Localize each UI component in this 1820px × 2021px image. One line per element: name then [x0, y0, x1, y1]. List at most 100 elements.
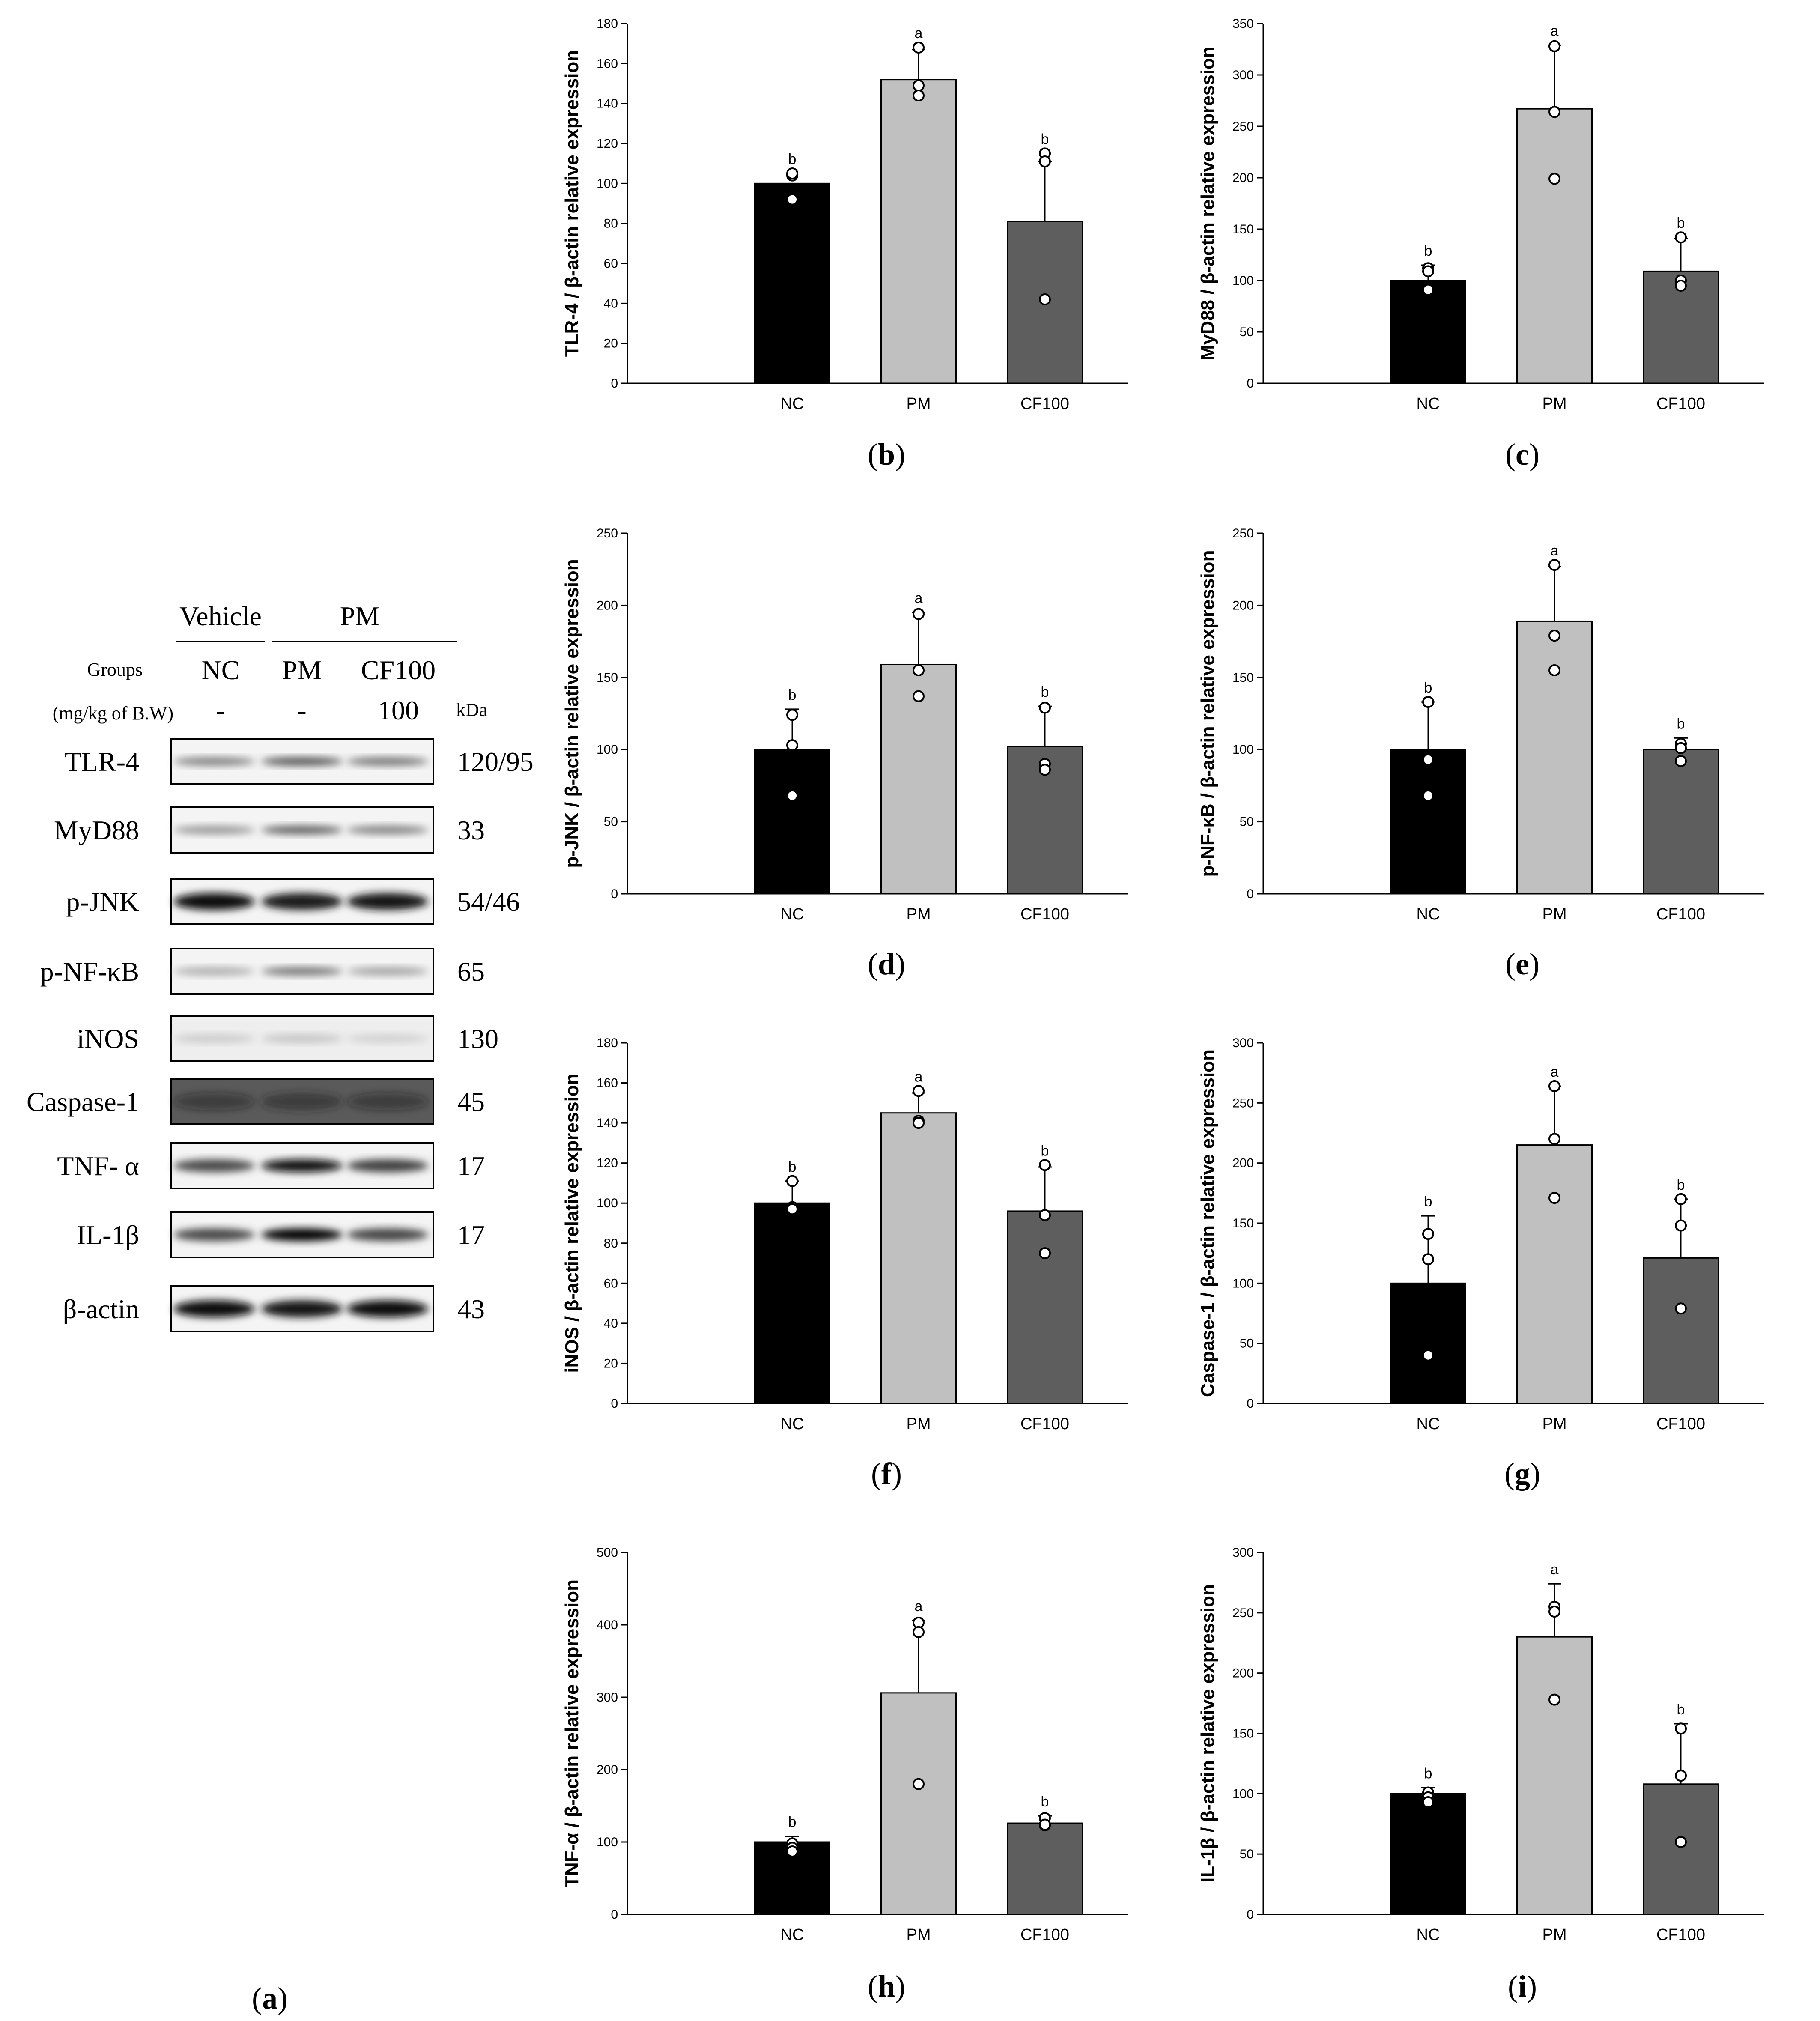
- y-axis-label: iNOS / β-actin relative expression: [561, 1073, 582, 1373]
- blot-rows: TLR-4 120/95 MyD88 33 p-JNK 54/46 p-NF-κB 65 iNO…: [27, 738, 534, 1332]
- category-label: CF100: [1656, 905, 1705, 923]
- data-point: [1675, 1193, 1687, 1205]
- panel-label-f: (f): [871, 1457, 902, 1491]
- y-tick-label: 80: [604, 1236, 618, 1251]
- y-tick-label: 250: [1232, 119, 1254, 134]
- significance-letter: b: [1677, 1702, 1685, 1718]
- y-tick-label: 300: [1232, 1546, 1254, 1560]
- blot-row-inos: iNOS 130: [77, 1015, 498, 1062]
- data-point: [913, 664, 925, 676]
- data-point: [786, 193, 798, 206]
- y-tick-label: 60: [604, 1276, 618, 1290]
- category-label: CF100: [1020, 905, 1069, 923]
- panel-letter: h: [878, 1969, 895, 2003]
- bar-cf100: [1643, 1257, 1719, 1404]
- y-tick-label: 0: [1247, 376, 1254, 391]
- blot-kda-value: 45: [457, 1087, 485, 1117]
- category-label: NC: [781, 1926, 804, 1944]
- blot-protein-label: p-NF-κB: [40, 956, 139, 987]
- bar-pm: [880, 79, 957, 384]
- data-point: [1548, 40, 1560, 52]
- data-point: [1039, 155, 1051, 167]
- data-point: [913, 1626, 925, 1638]
- category-label: NC: [1417, 395, 1440, 413]
- panel-letter: g: [1515, 1457, 1530, 1491]
- data-point: [913, 79, 925, 92]
- y-tick-label: 150: [597, 671, 618, 685]
- y-tick-label: 300: [597, 1690, 618, 1705]
- category-label: PM: [1543, 1926, 1567, 1944]
- y-tick-label: 0: [611, 1397, 618, 1411]
- y-tick-label: 200: [1232, 1666, 1254, 1681]
- bar-cf100: [1643, 1783, 1719, 1915]
- blot-band: [173, 1300, 255, 1317]
- panel-label-d: (d): [868, 947, 905, 981]
- bar-pm: [1516, 108, 1593, 384]
- blot-protein-label: Caspase-1: [27, 1087, 139, 1117]
- y-tick-label: 250: [1232, 526, 1254, 540]
- data-point: [913, 42, 925, 54]
- y-tick-label: 40: [604, 296, 618, 310]
- data-point: [1422, 1349, 1434, 1361]
- blot-row-p-jnk: p-JNK 54/46: [66, 878, 520, 925]
- y-tick-label: 180: [597, 1036, 618, 1050]
- y-tick-label: 0: [1247, 1908, 1254, 1922]
- data-point: [1422, 696, 1434, 708]
- category-label: NC: [1417, 905, 1440, 923]
- chart-h: 0 100 200 300 400 500 TNF-α / β-actin relative…: [561, 1546, 1128, 2003]
- panel-letter: e: [1516, 947, 1529, 981]
- data-point: [1548, 1606, 1560, 1618]
- header-vehicle: Vehicle: [179, 601, 262, 631]
- data-point: [913, 1778, 925, 1790]
- data-point: [786, 1845, 798, 1857]
- y-tick-label: 80: [604, 217, 618, 231]
- data-point: [1039, 293, 1051, 305]
- data-point: [1675, 1219, 1687, 1232]
- western-blot-panel: Vehicle PM Groups (mg/kg of B.W) NC PM C…: [27, 601, 534, 2015]
- y-tick-label: 120: [597, 137, 618, 151]
- panel-letter: f: [881, 1457, 892, 1491]
- category-label: PM: [1543, 395, 1567, 413]
- blot-band: [347, 1093, 428, 1110]
- y-tick-label: 50: [1240, 815, 1254, 829]
- blot-band: [173, 826, 255, 834]
- panel-letter: d: [878, 947, 895, 981]
- data-point: [913, 1085, 925, 1097]
- panel-label-e: (e): [1505, 947, 1540, 981]
- bar-cf100: [1007, 1210, 1083, 1404]
- y-tick-label: 100: [1232, 1787, 1254, 1801]
- blot-band: [173, 893, 255, 910]
- y-tick-label: 0: [611, 1908, 618, 1922]
- bar-cf100: [1643, 749, 1719, 895]
- blot-band: [347, 1300, 428, 1317]
- bar-pm: [880, 1112, 957, 1404]
- data-point: [1548, 630, 1560, 642]
- y-tick-label: 100: [597, 1196, 618, 1210]
- blot-band: [261, 826, 343, 834]
- bar-nc: [1390, 280, 1466, 384]
- blot-protein-label: TNF- α: [57, 1151, 139, 1181]
- blot-band: [261, 1159, 343, 1172]
- blot-band: [261, 893, 343, 910]
- y-tick-label: 0: [611, 376, 618, 391]
- significance-letter: a: [1551, 543, 1559, 559]
- blot-band: [347, 967, 428, 976]
- lane-group-pm: PM: [282, 655, 322, 685]
- data-point: [1039, 702, 1051, 714]
- blot-row-actin: β-actin 43: [63, 1285, 485, 1332]
- significance-letter: b: [1041, 1794, 1049, 1810]
- y-axis-label: TLR-4 / β-actin relative expression: [561, 50, 582, 357]
- data-point: [1039, 1818, 1051, 1831]
- y-tick-label: 150: [1232, 1727, 1254, 1741]
- bar-pm: [1516, 620, 1593, 895]
- blot-band: [173, 1034, 255, 1043]
- blot-protein-label: β-actin: [63, 1294, 139, 1324]
- bar-pm: [1516, 1144, 1593, 1404]
- y-tick-label: 50: [604, 815, 618, 829]
- kda-label: kDa: [456, 699, 487, 720]
- blot-protein-label: TLR-4: [65, 746, 139, 777]
- significance-letter: b: [1041, 131, 1049, 147]
- significance-letter: b: [1424, 680, 1432, 696]
- blot-band: [347, 1159, 428, 1172]
- category-label: CF100: [1020, 1415, 1069, 1433]
